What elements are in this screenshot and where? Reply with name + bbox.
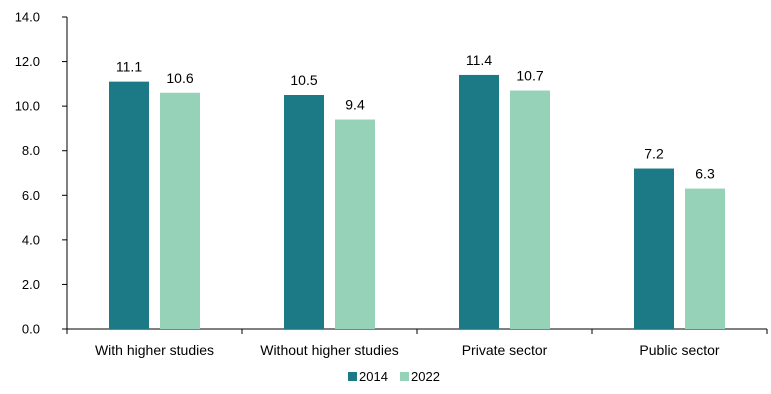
chart-bars	[109, 74, 725, 330]
legend-swatch-2022	[400, 372, 409, 381]
category-labels: With higher studies Without higher studie…	[95, 342, 720, 358]
data-label-2022: 10.7	[516, 68, 543, 84]
y-tick-label: 6.0	[22, 188, 40, 203]
data-label-2014: 7.2	[644, 146, 664, 162]
bar-2014	[459, 74, 499, 329]
y-tick-label: 14.0	[15, 10, 40, 25]
bar-2022	[160, 92, 200, 330]
y-tick-label: 12.0	[15, 54, 40, 69]
bar-2014	[109, 81, 149, 329]
data-label-2022: 9.4	[345, 97, 365, 113]
category-label: Public sector	[639, 342, 719, 358]
data-label-2014: 10.5	[290, 72, 317, 88]
legend-swatch-2014	[348, 372, 357, 381]
y-axis-ticks: 0.0 2.0 4.0 6.0 8.0 10.0 12.0 14.0	[15, 10, 67, 337]
bar-2022	[685, 188, 725, 329]
y-tick-label: 10.0	[15, 99, 40, 114]
data-labels: 11.1 10.6 10.5 9.4 11.4 10.7 7.2 6.3	[116, 52, 715, 182]
data-label-2022: 6.3	[695, 166, 715, 182]
legend-label-2014: 2014	[359, 369, 388, 384]
category-label: Private sector	[462, 342, 548, 358]
category-label: With higher studies	[95, 342, 214, 358]
y-tick-label: 2.0	[22, 277, 40, 292]
bar-2014	[284, 95, 324, 329]
bar-2022	[510, 90, 550, 330]
category-label: Without higher studies	[260, 342, 399, 358]
bar-2014	[634, 168, 674, 329]
data-label-2014: 11.1	[116, 59, 142, 75]
y-tick-label: 4.0	[22, 232, 40, 247]
data-label-2022: 10.6	[166, 70, 193, 86]
y-tick-label: 0.0	[22, 322, 40, 337]
data-label-2014: 11.4	[466, 52, 492, 68]
bar-2022	[335, 119, 375, 329]
legend-label-2022: 2022	[411, 369, 440, 384]
y-tick-label: 8.0	[22, 143, 40, 158]
chart-legend: 2014 2022	[348, 369, 440, 384]
